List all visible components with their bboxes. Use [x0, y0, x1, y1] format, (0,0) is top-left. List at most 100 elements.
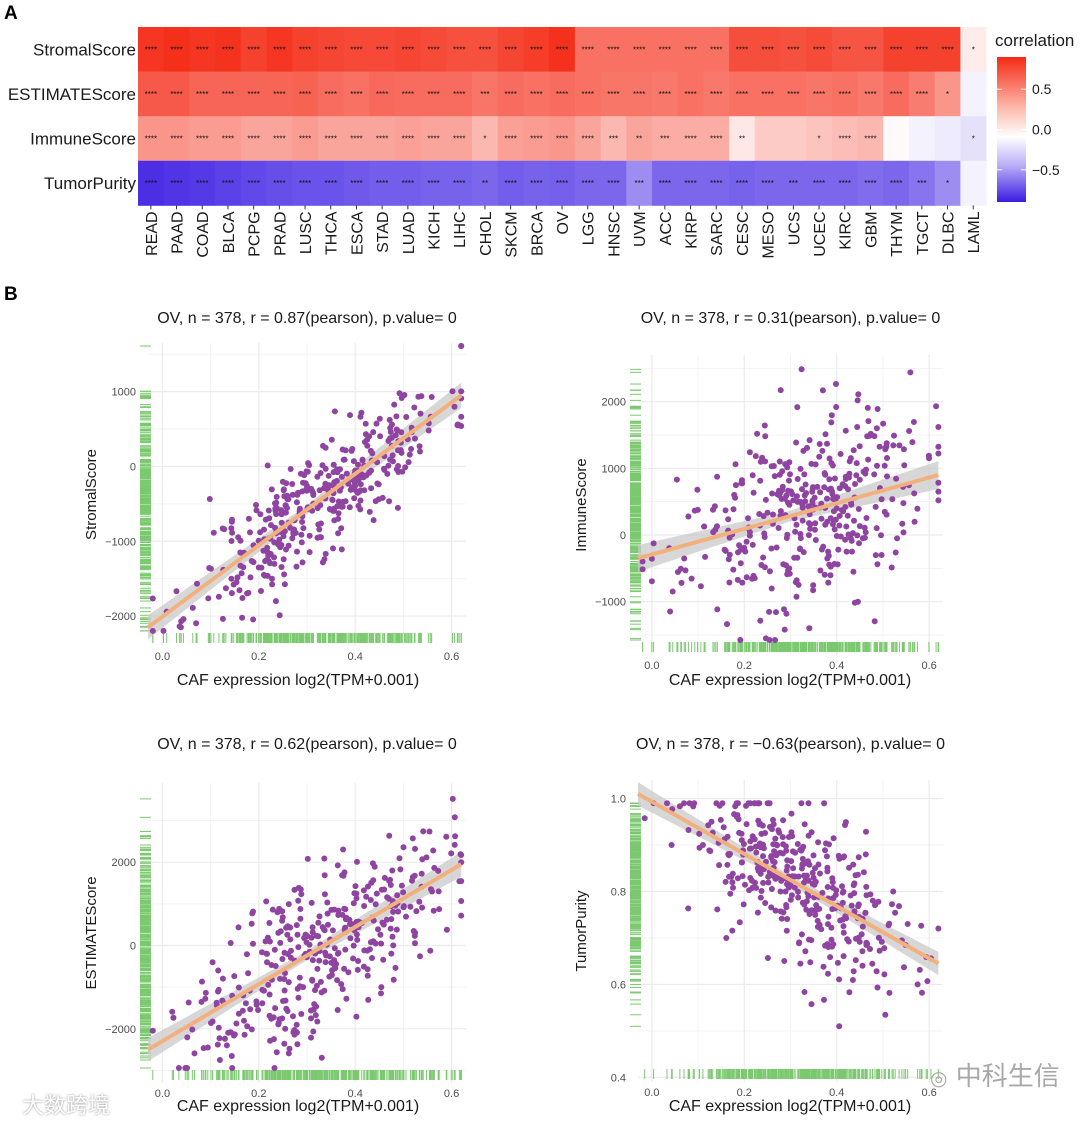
- data-point: [384, 894, 391, 901]
- data-point: [738, 837, 745, 844]
- data-point: [668, 842, 675, 848]
- data-point: [811, 494, 818, 501]
- data-point: [753, 884, 760, 891]
- data-point: [279, 1015, 286, 1022]
- data-point: [799, 855, 806, 862]
- heatmap-significance-label: ****: [890, 90, 902, 99]
- data-point: [423, 854, 430, 861]
- data-point: [387, 429, 394, 435]
- heatmap-significance-label: ****: [222, 135, 234, 144]
- heatmap-cell: [909, 160, 936, 206]
- scatter-y-axis-label: ImmuneScore: [573, 458, 590, 551]
- x-tick-label: 0.6: [444, 651, 459, 663]
- data-point: [799, 501, 806, 508]
- data-point: [278, 519, 285, 526]
- y-tick-label: 0.6: [611, 979, 626, 991]
- data-point: [817, 870, 823, 877]
- data-point: [850, 882, 857, 889]
- data-point: [364, 947, 371, 954]
- data-point: [724, 621, 730, 628]
- data-point: [843, 548, 850, 555]
- data-point: [803, 906, 810, 913]
- x-tick-label: 0.0: [155, 1088, 170, 1100]
- data-point: [368, 485, 375, 492]
- data-point: [430, 907, 437, 914]
- data-point: [878, 496, 885, 503]
- data-point: [825, 970, 831, 977]
- y-tick-label: 2000: [112, 857, 136, 869]
- data-point: [244, 1023, 251, 1030]
- heatmap-cell: [395, 160, 422, 206]
- data-point: [794, 841, 801, 847]
- data-point: [315, 933, 322, 940]
- data-point: [900, 446, 907, 453]
- data-point: [774, 842, 781, 849]
- data-point: [280, 998, 286, 1004]
- heatmap-significance-label: ****: [607, 179, 619, 188]
- heatmap-cell: [343, 160, 370, 206]
- data-point: [383, 916, 390, 923]
- heatmap-cell: [883, 27, 910, 72]
- data-point: [853, 460, 860, 467]
- data-point: [783, 867, 790, 874]
- data-point: [390, 942, 397, 949]
- data-point: [284, 492, 291, 499]
- data-point: [306, 941, 313, 948]
- data-point: [799, 486, 805, 493]
- y-tick-label: 0.8: [611, 887, 626, 899]
- heatmap-significance-label: ****: [273, 45, 285, 54]
- data-point: [737, 637, 744, 643]
- data-point: [331, 479, 338, 486]
- data-point: [871, 618, 878, 625]
- data-point: [443, 926, 450, 933]
- heatmap-significance-label: *: [483, 135, 486, 144]
- data-point: [389, 867, 396, 874]
- data-point: [854, 598, 861, 605]
- data-point: [757, 894, 764, 901]
- data-point: [772, 637, 778, 643]
- data-point: [878, 532, 884, 539]
- heatmap-cell: [523, 160, 550, 206]
- data-point: [391, 401, 398, 408]
- data-point: [341, 965, 348, 972]
- data-point: [935, 497, 942, 504]
- data-point: [262, 516, 269, 523]
- heatmap-column-label: LAML: [966, 211, 983, 253]
- heatmap-significance-label: *: [946, 90, 949, 99]
- data-point: [295, 897, 302, 904]
- heatmap-column-label: GBM: [863, 211, 880, 247]
- heatmap-cell: [395, 71, 422, 117]
- data-point: [309, 977, 316, 984]
- heatmap-cell: [780, 71, 807, 117]
- data-point: [286, 1045, 293, 1052]
- data-point: [778, 495, 785, 502]
- data-point: [253, 502, 259, 508]
- heatmap-cell: [729, 71, 756, 117]
- data-point: [722, 507, 729, 514]
- data-point: [316, 957, 323, 964]
- data-point: [821, 484, 828, 491]
- heatmap-column-label: BRCA: [529, 211, 546, 256]
- heatmap-significance-label: ****: [453, 179, 465, 188]
- data-point: [285, 901, 292, 908]
- data-point: [458, 912, 465, 919]
- data-point: [429, 888, 436, 895]
- data-point: [822, 942, 829, 949]
- data-point: [351, 890, 358, 897]
- data-point: [808, 937, 815, 944]
- data-point: [824, 864, 831, 871]
- data-point: [810, 587, 817, 594]
- data-point: [861, 524, 868, 531]
- data-point: [261, 526, 267, 533]
- data-point: [821, 800, 828, 807]
- data-point: [367, 447, 374, 454]
- data-point: [322, 550, 329, 557]
- data-point: [770, 816, 776, 823]
- data-point: [883, 443, 890, 450]
- data-point: [802, 481, 809, 488]
- heatmap-cell: [369, 116, 396, 162]
- data-point: [807, 525, 814, 532]
- data-point: [873, 425, 880, 432]
- heatmap-significance-label: ****: [607, 90, 619, 99]
- heatmap-significance-label: ****: [196, 135, 208, 144]
